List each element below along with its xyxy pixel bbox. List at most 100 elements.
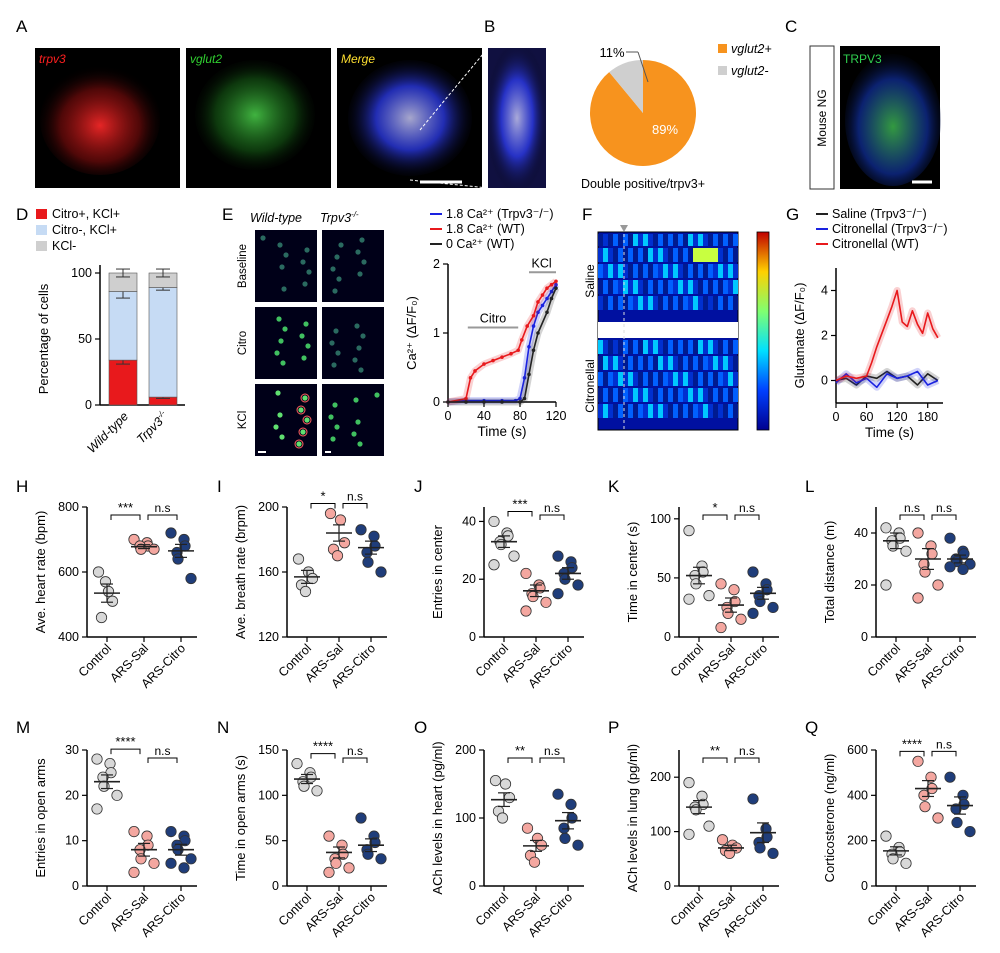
data-point [291, 757, 303, 770]
heat-cell [713, 340, 718, 354]
cell [275, 390, 281, 396]
cell [302, 395, 308, 401]
cell [306, 269, 312, 275]
heat-cell [723, 388, 728, 402]
heat-cell [658, 372, 663, 386]
y-tick-label: 0 [469, 879, 476, 893]
heat-cell [618, 340, 623, 354]
heat-cell [628, 372, 633, 386]
data-point [572, 579, 584, 591]
sig-label: n.s [936, 501, 952, 515]
y-tick-label: 100 [258, 788, 279, 802]
data-point [536, 300, 540, 304]
data-point [932, 579, 944, 591]
data-point [919, 566, 931, 578]
cell [304, 247, 310, 253]
cell [338, 242, 344, 248]
sig-label: * [320, 489, 325, 504]
heat-cell [718, 264, 723, 278]
y-axis-label: Total distance (m) [822, 521, 837, 624]
y-axis-label: Time in center (s) [625, 522, 640, 623]
heat-cell [698, 280, 703, 294]
y-tick-label: 40 [462, 514, 476, 528]
heat-cell [638, 404, 643, 418]
heat-cell [673, 340, 678, 354]
heat-cell [678, 280, 683, 294]
cell [260, 235, 266, 241]
heat-cell [713, 264, 718, 278]
cell [299, 333, 305, 339]
data-point [446, 400, 450, 404]
y-tick-label: 20 [462, 572, 476, 586]
heat-cell [693, 248, 698, 262]
y-tick-label: 200 [258, 500, 279, 514]
sig-bracket [147, 757, 178, 763]
heat-cell [628, 264, 633, 278]
legend-vglut2-pos: vglut2+ [731, 42, 772, 56]
heat-cell [603, 264, 608, 278]
data-point [323, 866, 335, 879]
data-point [747, 793, 759, 805]
heat-cell [683, 248, 688, 262]
legend-swatch-0 [36, 209, 47, 219]
y-tick-label: 100 [650, 825, 671, 839]
heat-cell [648, 340, 653, 354]
heat-cell [618, 234, 623, 246]
cell [334, 424, 340, 430]
data-point [135, 853, 147, 865]
data-point [703, 590, 715, 602]
heat-cell [708, 372, 713, 386]
heat-cell [668, 356, 673, 370]
data-point [747, 607, 759, 619]
heat-cell [683, 280, 688, 294]
sig-label: n.s [154, 501, 170, 515]
heat-cell [648, 388, 653, 402]
data-point [464, 400, 468, 404]
heat-cell [628, 356, 633, 370]
heat-cell [688, 340, 693, 354]
group-label-citronellal: Citronellal [583, 359, 597, 412]
data-point [298, 780, 310, 792]
data-point [464, 396, 468, 401]
y-tick-label: 4 [821, 284, 828, 298]
colorbar [756, 231, 770, 431]
x-tick-label: 60 [860, 410, 874, 424]
sig-bracket [507, 757, 533, 763]
sig-bracket [110, 514, 141, 520]
sig-bracket [734, 757, 760, 763]
heat-cell [623, 356, 628, 370]
cell [305, 343, 311, 349]
data-point [355, 524, 367, 536]
cell [281, 286, 287, 292]
cell [274, 350, 280, 356]
cell [359, 237, 365, 243]
panel-letter-l: L [805, 477, 814, 496]
heat-cell [658, 248, 663, 262]
heat-cell [633, 372, 638, 386]
heat-cell [728, 264, 733, 278]
sig-label: *** [512, 496, 527, 511]
heat-cell [688, 234, 693, 246]
heat-cell [608, 296, 613, 310]
y-tick-label: 10 [65, 834, 79, 848]
sig-bracket [539, 757, 565, 763]
heat-cell [718, 356, 723, 370]
data-point [747, 566, 759, 578]
cell [273, 424, 279, 430]
heat-cell [708, 404, 713, 418]
data-point [165, 825, 177, 838]
heat-cell [643, 264, 648, 278]
data-point [549, 296, 554, 301]
data-point [932, 812, 944, 824]
heat-cell [673, 404, 678, 418]
heat-cell [638, 340, 643, 354]
data-point [362, 556, 374, 568]
y-tick-label: 160 [258, 565, 279, 579]
heat-cell [598, 356, 603, 370]
heat-cell [698, 388, 703, 402]
data-point [531, 324, 536, 328]
heat-cell [693, 404, 698, 418]
data-point [355, 812, 367, 824]
heat-cell [703, 248, 708, 262]
